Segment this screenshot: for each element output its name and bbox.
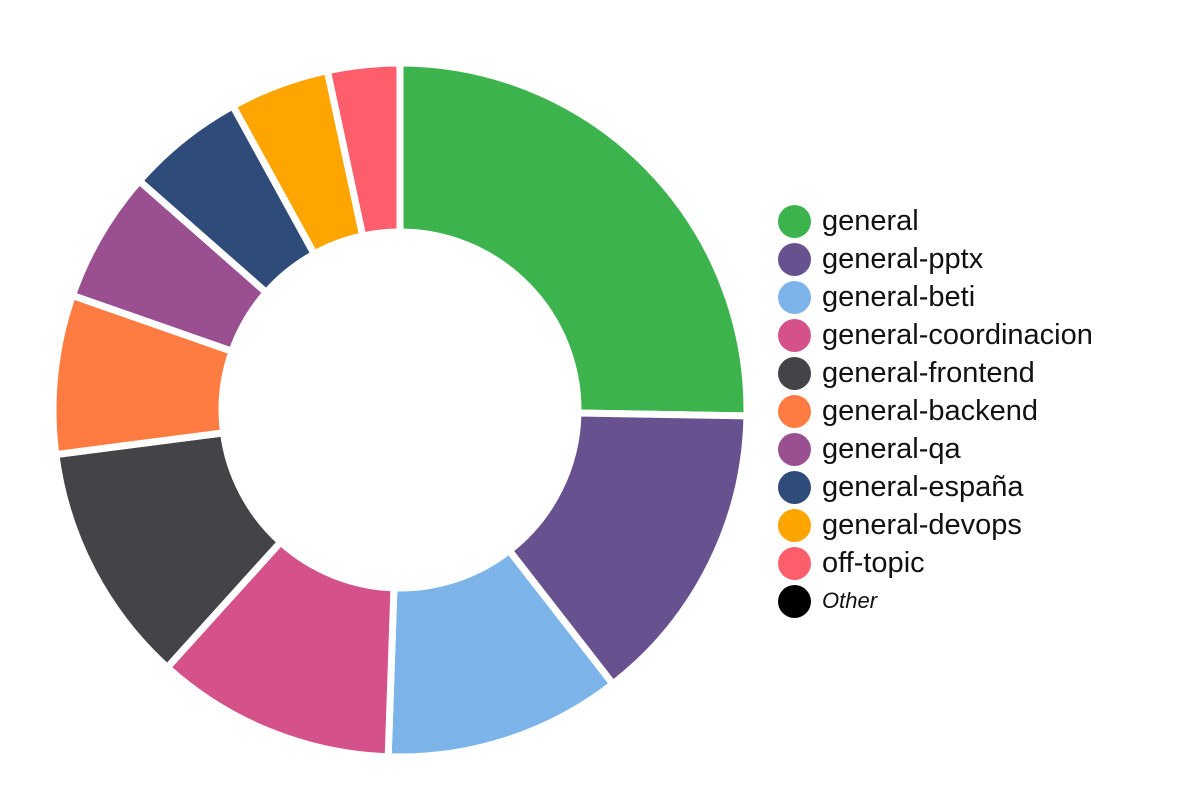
legend-item[interactable]: off-topic <box>778 544 1093 582</box>
legend-swatch <box>778 584 811 618</box>
legend-item[interactable]: general-pptx <box>778 240 1093 278</box>
legend-item[interactable]: general-coordinacion <box>778 316 1093 354</box>
legend-label: general-devops <box>822 508 1022 541</box>
legend-item[interactable]: general-frontend <box>778 354 1093 392</box>
slice-off-topic[interactable] <box>323 59 404 241</box>
slice-general-pptx[interactable] <box>504 409 751 689</box>
legend-item[interactable]: general-devops <box>778 506 1093 544</box>
legend-swatch <box>778 470 811 504</box>
legend-item[interactable]: general-backend <box>778 392 1093 430</box>
legend-swatch <box>778 394 811 428</box>
slice-general[interactable] <box>396 59 751 420</box>
legend-label: general <box>822 204 919 237</box>
legend-item[interactable]: general-españa <box>778 468 1093 506</box>
legend-label: Other <box>822 588 878 613</box>
legend-label: general-backend <box>822 394 1039 427</box>
legend-item[interactable]: general-beti <box>778 278 1093 316</box>
legend-label: general-frontend <box>822 356 1035 389</box>
legend-item[interactable]: Other <box>778 582 1093 620</box>
legend-label: off-topic <box>822 546 925 579</box>
legend-swatch <box>778 356 811 390</box>
chart-legend: general general-pptx general-beti general-c… <box>778 202 1093 620</box>
legend-swatch <box>778 318 811 352</box>
legend-swatch <box>778 280 811 314</box>
legend-label: general-beti <box>822 280 976 313</box>
legend-swatch <box>778 546 811 580</box>
legend-label: general-qa <box>822 432 961 465</box>
legend-label: general-coordinacion <box>822 318 1093 351</box>
legend-item[interactable]: general-qa <box>778 430 1093 468</box>
legend-swatch <box>778 508 811 542</box>
legend-swatch <box>778 242 811 276</box>
legend-swatch <box>778 432 811 466</box>
legend-item[interactable]: general <box>778 202 1093 240</box>
legend-swatch <box>778 204 811 238</box>
legend-label: general-pptx <box>822 242 984 275</box>
legend-label: general-españa <box>822 470 1024 503</box>
